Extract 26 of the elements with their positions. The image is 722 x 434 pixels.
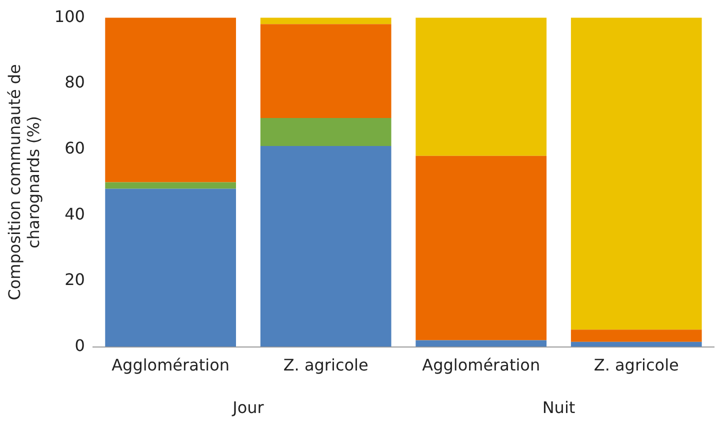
- y-axis-title: Composition communauté de charognards (%): [4, 64, 43, 300]
- bar: [570, 342, 702, 347]
- bar: [416, 18, 547, 156]
- y-tick-label: 20: [64, 270, 85, 290]
- x-tick-label: Agglomération: [422, 356, 540, 375]
- bar: [105, 18, 236, 182]
- x-tick-label: Z. agricole: [283, 356, 368, 375]
- bar: [260, 24, 392, 118]
- y-tick-label: 100: [54, 6, 85, 26]
- bar: [570, 18, 702, 330]
- bar: [416, 340, 547, 347]
- x-tick-label: Z. agricole: [594, 356, 679, 375]
- bar: [416, 156, 547, 340]
- bar: [105, 182, 236, 189]
- bar: [570, 330, 702, 342]
- bar: [260, 146, 392, 347]
- y-tick-label: 0: [74, 336, 85, 355]
- text: Nuit: [542, 398, 576, 417]
- bar: [260, 18, 392, 24]
- text: Jour: [232, 398, 264, 417]
- y-tick-label: 60: [64, 138, 85, 158]
- bar: [105, 188, 236, 347]
- x-tick-label: Agglomération: [112, 356, 230, 375]
- y-tick-label: 80: [64, 72, 85, 92]
- bar: [260, 118, 392, 146]
- y-tick-label: 40: [64, 204, 85, 224]
